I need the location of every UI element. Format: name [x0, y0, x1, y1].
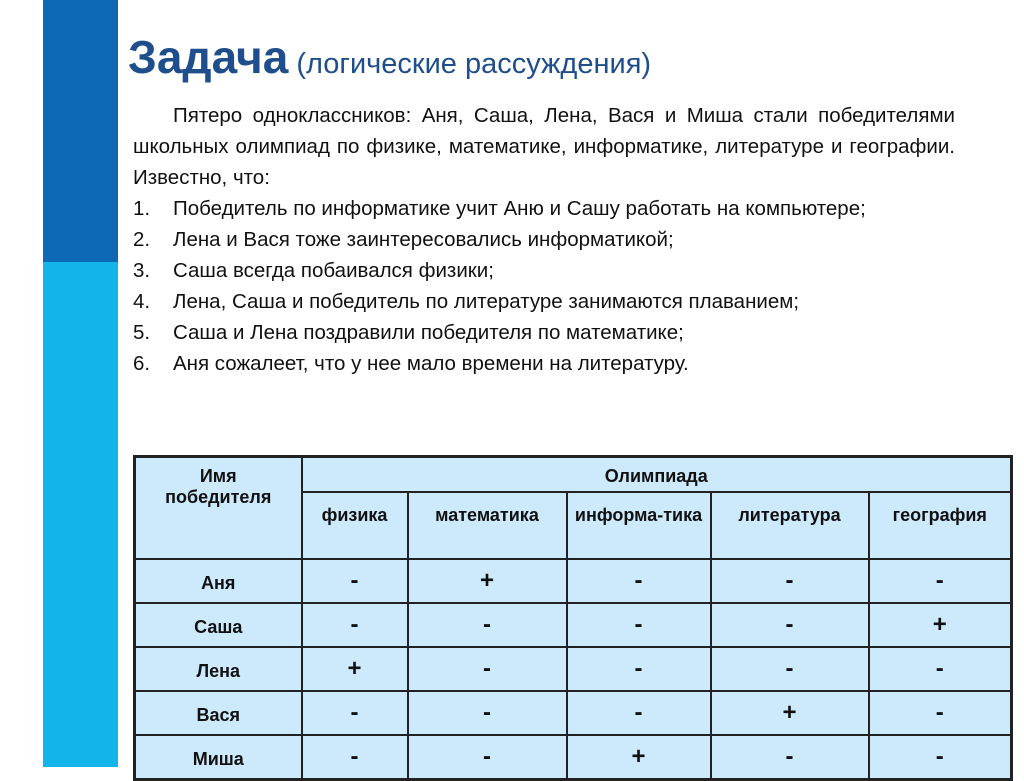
subject-header: география: [867, 490, 1013, 560]
olympiad-header: Олимпиада: [300, 455, 1013, 493]
winner-name: Саша: [133, 601, 303, 648]
result-cell: +: [867, 601, 1013, 648]
fact-item: 6. Аня сожалеет, что у нее мало времени н…: [133, 348, 955, 379]
table-row: Вася - - - + -: [133, 689, 1013, 736]
winner-name: Лена: [133, 645, 303, 692]
result-cell: -: [406, 689, 568, 736]
fact-text: Саша всегда побаивался физики;: [173, 259, 494, 282]
fact-item: 2. Лена и Вася тоже заинтересовались инфо…: [133, 224, 955, 255]
result-cell: -: [867, 645, 1013, 692]
result-cell: -: [709, 557, 870, 604]
fact-text: Аня сожалеет, что у нее мало времени на …: [173, 352, 689, 375]
fact-number: 2.: [133, 228, 151, 251]
result-cell: -: [565, 601, 712, 648]
fact-item: 3. Саша всегда побаивался физики;: [133, 255, 955, 286]
result-cell: -: [565, 557, 712, 604]
subject-header: математика: [406, 490, 568, 560]
fact-number: 5.: [133, 321, 151, 344]
fact-item: 1. Победитель по информатике учит Аню и С…: [133, 193, 955, 224]
fact-text: Победитель по информатике учит Аню и Саш…: [173, 197, 866, 220]
winner-name: Аня: [133, 557, 303, 604]
winner-name: Вася: [133, 689, 303, 736]
result-cell: -: [867, 733, 1013, 780]
result-cell: -: [300, 601, 409, 648]
result-cell: -: [406, 645, 568, 692]
facts-list: 1. Победитель по информатике учит Аню и С…: [133, 193, 955, 379]
result-cell: -: [406, 733, 568, 780]
result-cell: -: [300, 689, 409, 736]
result-cell: -: [709, 645, 870, 692]
solution-table: Имя победителя Олимпиада физика математик…: [133, 455, 1013, 781]
decor-bar-light: [43, 262, 118, 767]
table-row: Миша - - + - -: [133, 733, 1013, 780]
result-cell: +: [709, 689, 870, 736]
fact-number: 1.: [133, 197, 151, 220]
result-cell: +: [300, 645, 409, 692]
subject-header: физика: [300, 490, 409, 560]
fact-item: 4. Лена, Саша и победитель по литературе …: [133, 286, 955, 317]
result-cell: -: [406, 601, 568, 648]
result-cell: -: [867, 557, 1013, 604]
table-row: Лена + - - - -: [133, 645, 1013, 692]
result-cell: +: [406, 557, 568, 604]
subject-header: литература: [709, 490, 870, 560]
winner-name: Миша: [133, 733, 303, 780]
result-cell: -: [709, 601, 870, 648]
fact-text: Лена, Саша и победитель по литературе за…: [173, 290, 800, 313]
subject-header: информа-тика: [565, 490, 712, 560]
result-cell: -: [867, 689, 1013, 736]
problem-text: Пятеро одноклассников: Аня, Саша, Лена, …: [133, 100, 955, 379]
table-row: Саша - - - - +: [133, 601, 1013, 648]
result-cell: +: [565, 733, 712, 780]
fact-item: 5. Саша и Лена поздравили победителя по м…: [133, 317, 955, 348]
decor-bar-dark: [43, 0, 118, 262]
result-cell: -: [709, 733, 870, 780]
slide-title: Задача (логические рассуждения): [128, 30, 651, 84]
fact-text: Лена и Вася тоже заинтересовались информ…: [173, 228, 674, 251]
fact-number: 4.: [133, 290, 151, 313]
result-cell: -: [565, 645, 712, 692]
result-cell: -: [300, 557, 409, 604]
fact-text: Саша и Лена поздравили победителя по мат…: [173, 321, 684, 344]
title-sub: (логические рассуждения): [296, 48, 652, 80]
fact-number: 6.: [133, 352, 151, 375]
fact-number: 3.: [133, 259, 151, 282]
title-main: Задача: [128, 31, 289, 83]
table-row: Аня - + - - -: [133, 557, 1013, 604]
name-header: Имя победителя: [133, 455, 303, 560]
intro-paragraph: Пятеро одноклассников: Аня, Саша, Лена, …: [133, 104, 955, 189]
result-cell: -: [565, 689, 712, 736]
result-cell: -: [300, 733, 409, 780]
